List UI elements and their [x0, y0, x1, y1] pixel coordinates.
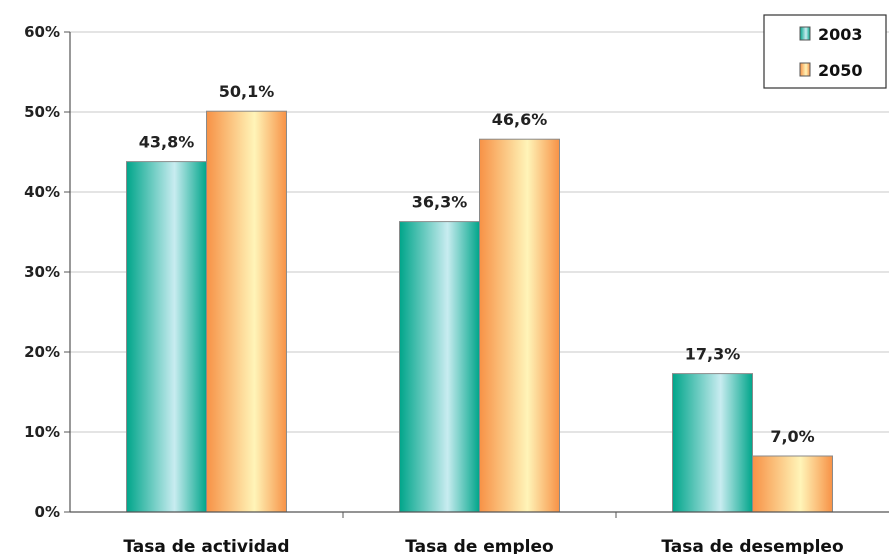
y-tick-label: 20% — [24, 343, 60, 361]
data-label: 7,0% — [770, 427, 814, 446]
bar-2050-1 — [206, 110, 287, 513]
legend-label-2050: 2050 — [818, 61, 863, 80]
legend-swatch-2003 — [799, 26, 811, 41]
bar-2003-3 — [672, 373, 753, 513]
x-category-label: Tasa de actividad — [123, 537, 289, 554]
x-axis-categories: Tasa de actividad Tasa de empleo Tasa de d… — [123, 537, 843, 554]
y-axis-ticks: 0% 10% 20% 30% 40% 50% 60% — [24, 23, 70, 521]
bar-2050-3 — [752, 455, 833, 513]
y-tick-label: 60% — [24, 23, 60, 41]
y-tick-label: 30% — [24, 263, 60, 281]
x-category-label: Tasa de desempleo — [661, 537, 843, 554]
data-labels: 43,8% 50,1% 36,3% 46,6% 17,3% 7,0% — [139, 82, 815, 446]
data-label: 36,3% — [412, 193, 468, 212]
legend-box — [763, 14, 887, 89]
axes — [69, 32, 889, 518]
data-label: 46,6% — [492, 110, 548, 129]
y-tick-label: 50% — [24, 103, 60, 121]
legend-label-2003: 2003 — [818, 25, 863, 44]
bars — [126, 110, 833, 513]
bar-2050-2 — [479, 138, 560, 513]
data-label: 17,3% — [685, 345, 741, 364]
data-label: 50,1% — [219, 82, 275, 101]
legend-swatch-2050 — [799, 62, 811, 77]
y-tick-label: 10% — [24, 423, 60, 441]
bar-2003-2 — [399, 221, 480, 513]
bar-2003-1 — [126, 161, 207, 513]
y-tick-label: 0% — [35, 503, 60, 521]
x-category-label: Tasa de empleo — [405, 537, 553, 554]
y-tick-label: 40% — [24, 183, 60, 201]
data-label: 43,8% — [139, 133, 195, 152]
legend: 2003 2050 — [763, 14, 887, 89]
